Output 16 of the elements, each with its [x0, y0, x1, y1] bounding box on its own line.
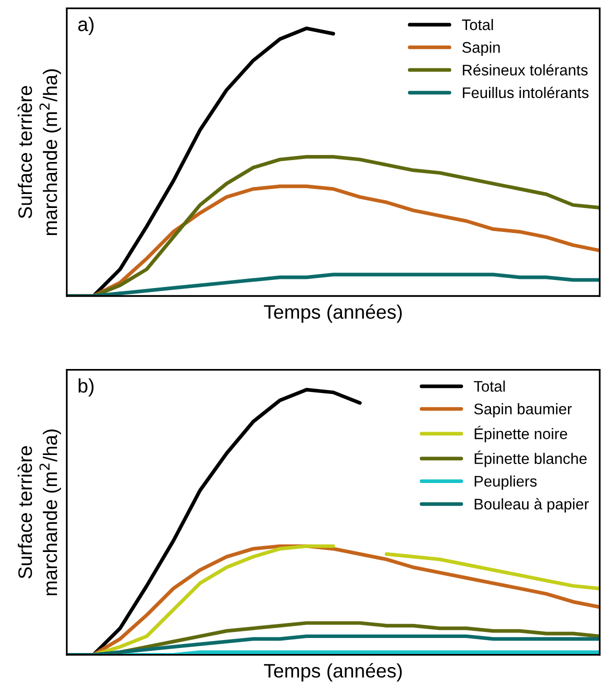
- legend-label: Total: [474, 380, 505, 392]
- legend-label: Épinette noire: [474, 426, 568, 442]
- x-axis-title: Temps (années): [264, 663, 402, 682]
- chart-title: b): [78, 378, 94, 397]
- legend-label: Total: [462, 18, 493, 30]
- chart-title: a): [78, 16, 94, 36]
- legend-label: Épinette blanche: [474, 450, 587, 468]
- legend-label: Feuillus intolérants: [462, 86, 588, 98]
- legend-label: Sapin: [462, 42, 500, 56]
- legend-label: Peupliers: [474, 475, 537, 490]
- y-axis-title: Surface terrière marchande (m$^{2}$/ha): [18, 69, 62, 236]
- y-axis-title: Surface terrière marchande (m$^{2}$/ha): [18, 429, 62, 596]
- x-axis-title: Temps (années): [264, 304, 402, 323]
- legend-label: Sapin baumier: [474, 403, 572, 418]
- legend-label: Résineux tolérants: [462, 64, 588, 76]
- legend-label: Bouleau à papier: [474, 498, 589, 513]
